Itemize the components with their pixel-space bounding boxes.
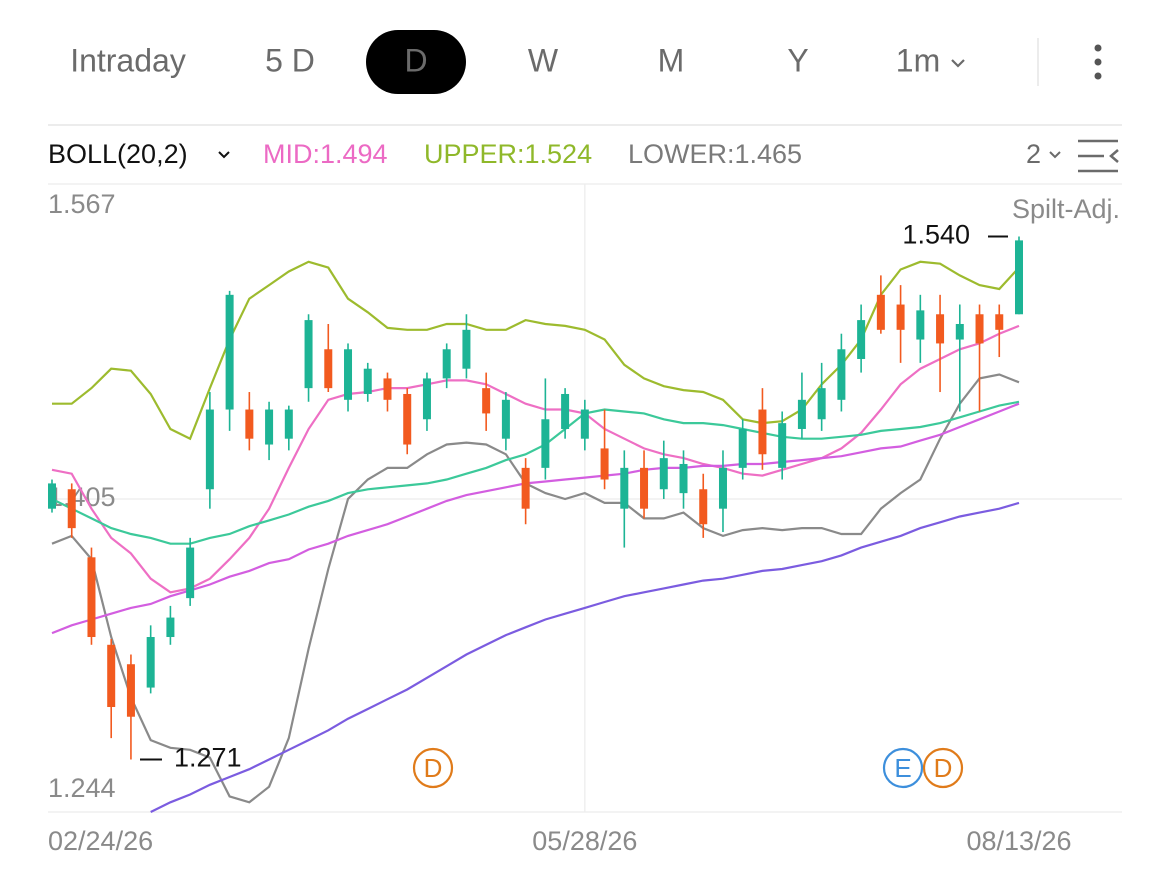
candle-body xyxy=(146,637,155,688)
y-tick-label: 1.405 xyxy=(48,482,116,512)
dropdown-chevron[interactable] xyxy=(951,59,965,68)
tab[interactable]: Y xyxy=(787,42,808,78)
tab[interactable]: D xyxy=(404,42,427,78)
candle-body xyxy=(186,547,195,599)
indicator-count[interactable]: 2 xyxy=(1026,139,1041,169)
event-label[interactable]: D xyxy=(934,753,953,783)
candle-body xyxy=(383,378,392,400)
indicator-line xyxy=(51,402,1020,635)
candle-body xyxy=(225,294,234,410)
indicator-line xyxy=(51,400,1020,545)
candle-body xyxy=(679,463,688,494)
candle-body xyxy=(758,409,767,455)
dropdown-chevron[interactable] xyxy=(1049,151,1061,159)
candle-body xyxy=(284,409,293,439)
indicator-value: MID:1.494 xyxy=(263,139,388,169)
y-tick-label: 1.567 xyxy=(48,189,116,219)
candle-body xyxy=(403,393,412,445)
event-label[interactable]: D xyxy=(424,753,443,783)
candle-body xyxy=(738,428,747,468)
tab[interactable]: 5 D xyxy=(265,42,315,78)
candle-body xyxy=(245,409,254,439)
candle-body xyxy=(561,393,570,429)
candle-body xyxy=(659,458,668,490)
candle-body xyxy=(896,304,905,330)
low-label: 1.271 xyxy=(174,743,242,773)
candle-body xyxy=(166,617,175,638)
note: Spilt-Adj. xyxy=(1012,194,1120,224)
candle-body xyxy=(936,314,945,344)
y-tick-label: 1.244 xyxy=(48,773,116,803)
tab-bar: Intraday 5 D D W M Y 1m xyxy=(70,30,940,94)
indicator-values: MID:1.494 UPPER:1.524 LOWER:1.465 xyxy=(263,139,802,169)
candle-body xyxy=(580,409,589,439)
candle-body xyxy=(955,323,964,340)
chart: 1.567 1.405 1.244 02/24/26 05/28/26 08/13/26 S… xyxy=(48,183,1122,856)
x-tick-label: 08/13/26 xyxy=(966,826,1071,856)
candle-body xyxy=(876,294,885,330)
event-label[interactable]: E xyxy=(894,753,911,783)
candle-body xyxy=(1015,240,1023,315)
tab[interactable]: Intraday xyxy=(70,42,186,78)
candle-body xyxy=(620,467,629,509)
indicator-line xyxy=(51,373,1020,804)
candle-body xyxy=(324,349,333,389)
candle-body xyxy=(442,349,451,379)
candle-body xyxy=(304,320,313,389)
tab[interactable]: 1m xyxy=(896,42,940,78)
candle-body xyxy=(126,664,135,717)
candle-body xyxy=(265,409,274,445)
high-label: 1.540 xyxy=(902,220,970,250)
candle-body xyxy=(462,329,471,369)
candle-body xyxy=(600,448,609,480)
candle-body xyxy=(344,349,353,400)
indicator-value: UPPER:1.524 xyxy=(424,139,592,169)
indicator-line xyxy=(150,501,1020,813)
candle-body xyxy=(837,349,846,400)
candle-body xyxy=(778,423,787,468)
indicator-value: LOWER:1.465 xyxy=(628,139,802,169)
event-marker[interactable] xyxy=(882,747,924,789)
candle-body xyxy=(541,419,550,468)
tab[interactable]: W xyxy=(528,42,559,78)
dropdown-chevron[interactable] xyxy=(218,151,230,159)
candle-body xyxy=(699,489,708,525)
candle-body xyxy=(482,388,491,414)
more-menu[interactable] xyxy=(1094,44,1102,80)
candle-body xyxy=(422,378,431,420)
event-marker[interactable] xyxy=(922,747,964,789)
indicator-name[interactable]: BOLL(20,2) xyxy=(48,139,188,169)
candle-body xyxy=(67,489,76,529)
candle-body xyxy=(501,399,510,439)
candle-body xyxy=(718,467,727,509)
event-marker[interactable] xyxy=(412,747,454,789)
x-tick-label: 05/28/26 xyxy=(532,826,637,856)
candle-body xyxy=(797,399,806,429)
candle-body xyxy=(916,310,925,340)
tab[interactable]: M xyxy=(658,42,685,78)
candle-body xyxy=(857,320,866,359)
x-tick-label: 02/24/26 xyxy=(48,826,153,856)
candle-body xyxy=(995,314,1004,330)
candle-body xyxy=(975,314,984,344)
candle-body xyxy=(107,644,116,708)
settings-icon[interactable] xyxy=(1078,139,1119,173)
candle-body xyxy=(48,483,56,509)
selected-tab-pill xyxy=(366,30,466,94)
candle-body xyxy=(87,557,96,638)
candle-body xyxy=(521,467,530,509)
candle-body xyxy=(205,409,214,490)
candle-body xyxy=(817,388,826,420)
candle-body xyxy=(363,368,372,394)
candle-body xyxy=(640,467,649,509)
